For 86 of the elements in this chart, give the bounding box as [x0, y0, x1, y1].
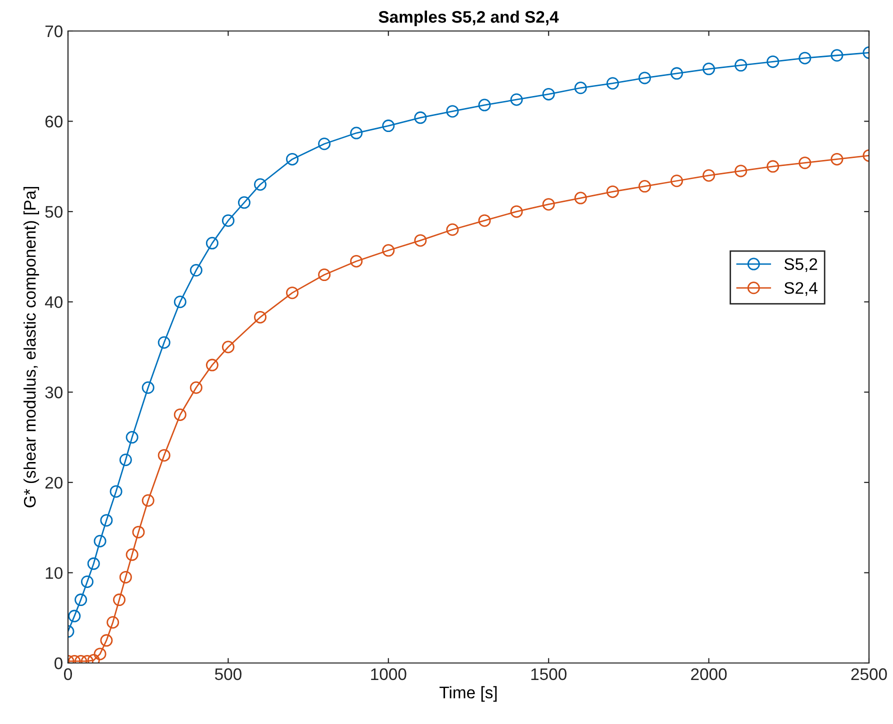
- point: [734, 164, 748, 178]
- point: [510, 93, 523, 106]
- y-axis-title: G* (shear modulus, elastic component) [Pa]: [24, 186, 40, 508]
- legend-label: S5,2: [784, 258, 818, 272]
- point: [100, 514, 113, 527]
- point: [574, 82, 587, 94]
- point: [542, 88, 555, 100]
- point: [606, 185, 619, 198]
- x-tick-label: 0: [64, 668, 72, 680]
- point: [766, 55, 780, 68]
- point: [766, 160, 780, 173]
- point: [206, 236, 218, 250]
- point: [350, 254, 363, 268]
- point: [190, 381, 202, 394]
- point: [670, 174, 684, 188]
- point: [382, 120, 395, 132]
- point: [80, 575, 94, 588]
- x-tick-label: 500: [214, 668, 242, 680]
- point: [702, 169, 716, 182]
- y-tick-label: 0: [54, 657, 62, 670]
- point: [478, 98, 491, 112]
- point: [254, 310, 266, 324]
- point: [87, 557, 100, 570]
- point: [238, 196, 250, 209]
- point: [830, 49, 844, 62]
- point: [574, 192, 587, 204]
- point: [286, 152, 299, 166]
- point: [190, 264, 202, 277]
- point: [446, 105, 459, 118]
- y-tick-label: 20: [45, 476, 62, 489]
- point: [382, 244, 395, 257]
- point: [638, 180, 651, 193]
- y-tick-label: 10: [46, 567, 62, 579]
- point: [142, 494, 154, 507]
- point: [106, 616, 120, 629]
- point: [126, 431, 138, 444]
- legend-label: S2,4: [784, 282, 818, 296]
- point: [286, 286, 299, 300]
- point: [119, 454, 132, 466]
- point: [110, 485, 122, 498]
- y-tick-label: 40: [44, 296, 62, 308]
- point: [798, 156, 812, 170]
- point: [830, 152, 844, 166]
- point: [174, 296, 186, 308]
- point: [206, 358, 218, 372]
- point: [414, 111, 427, 124]
- point: [174, 408, 186, 421]
- point: [119, 570, 132, 584]
- point: [638, 72, 651, 84]
- point: [126, 548, 138, 561]
- point: [702, 62, 716, 76]
- y-tick-label: 30: [45, 386, 62, 398]
- point: [734, 59, 748, 72]
- point: [318, 138, 331, 150]
- point: [478, 214, 491, 227]
- point: [670, 67, 684, 80]
- x-tick-label: 1000: [371, 668, 406, 680]
- y-tick-label: 60: [45, 116, 62, 128]
- x-axis-title: Time [s]: [440, 686, 497, 702]
- point: [446, 223, 459, 236]
- point: [350, 126, 363, 140]
- point: [254, 178, 266, 191]
- x-tick-label: 2000: [691, 668, 727, 680]
- point: [798, 52, 812, 64]
- point: [94, 534, 106, 548]
- point: [542, 198, 555, 211]
- point: [510, 205, 523, 218]
- point: [158, 336, 170, 349]
- point: [94, 648, 106, 660]
- point: [100, 634, 113, 647]
- x-tick-label: 1500: [531, 668, 566, 680]
- point: [142, 381, 154, 394]
- y-tick-label: 50: [45, 206, 62, 218]
- point: [222, 214, 234, 227]
- point: [318, 268, 331, 282]
- point: [606, 77, 619, 90]
- point: [222, 340, 234, 354]
- point: [132, 526, 145, 538]
- point: [74, 594, 88, 606]
- chart-title: Samples S5,2 and S2,4: [378, 10, 559, 26]
- point: [158, 449, 170, 462]
- point: [113, 594, 126, 606]
- point: [414, 234, 427, 247]
- x-tick-label: 2500: [851, 668, 887, 680]
- point: [68, 610, 81, 622]
- y-tick-label: 70: [45, 25, 62, 38]
